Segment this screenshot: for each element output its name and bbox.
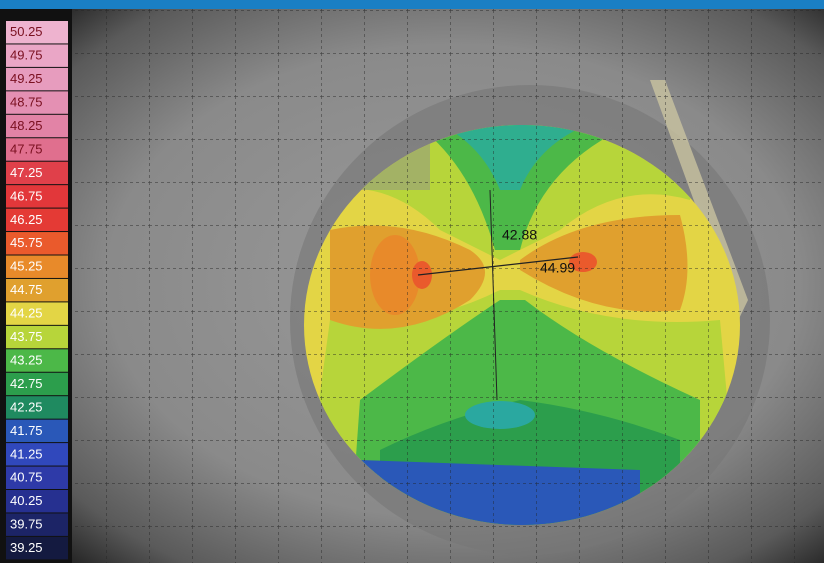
scale-label: 48.75 [10,95,43,110]
top-bar [0,0,824,9]
topography-screen: 42.88 44.99 50.25 49.75 49.25 48.75 48.25 47.… [0,0,824,563]
color-scale: 50.25 49.75 49.25 48.75 48.25 47.75 47.25 46.75… [0,9,72,563]
scale-label: 46.75 [10,188,43,203]
scale-label: 49.25 [10,71,43,86]
scale-label: 40.25 [10,493,43,508]
scale-label: 45.25 [10,259,43,274]
scale-label: 39.25 [10,540,43,555]
scale-label: 45.75 [10,235,43,250]
annotation: 42.88 [502,227,537,243]
scale-label: 41.75 [10,423,43,438]
annotation: 44.99 [540,260,575,276]
scale-label: 43.75 [10,329,43,344]
scale-label: 42.75 [10,376,43,391]
scale-label: 49.75 [10,48,43,63]
page: 42.88 44.99 50.25 49.75 49.25 48.75 48.25 47.… [0,0,824,563]
scale-label: 44.25 [10,306,43,321]
scale-label: 50.25 [10,24,43,39]
scale-label: 41.25 [10,446,43,461]
scale-label: 42.25 [10,399,43,414]
scale-label: 44.75 [10,282,43,297]
scale-label: 39.75 [10,517,43,532]
scale-label: 47.25 [10,165,43,180]
scale-label: 43.25 [10,352,43,367]
scale-label: 47.75 [10,141,43,156]
grid-overlay [0,0,824,563]
scale-label: 40.75 [10,470,43,485]
scale-label: 46.25 [10,212,43,227]
scale-label: 48.25 [10,118,43,133]
